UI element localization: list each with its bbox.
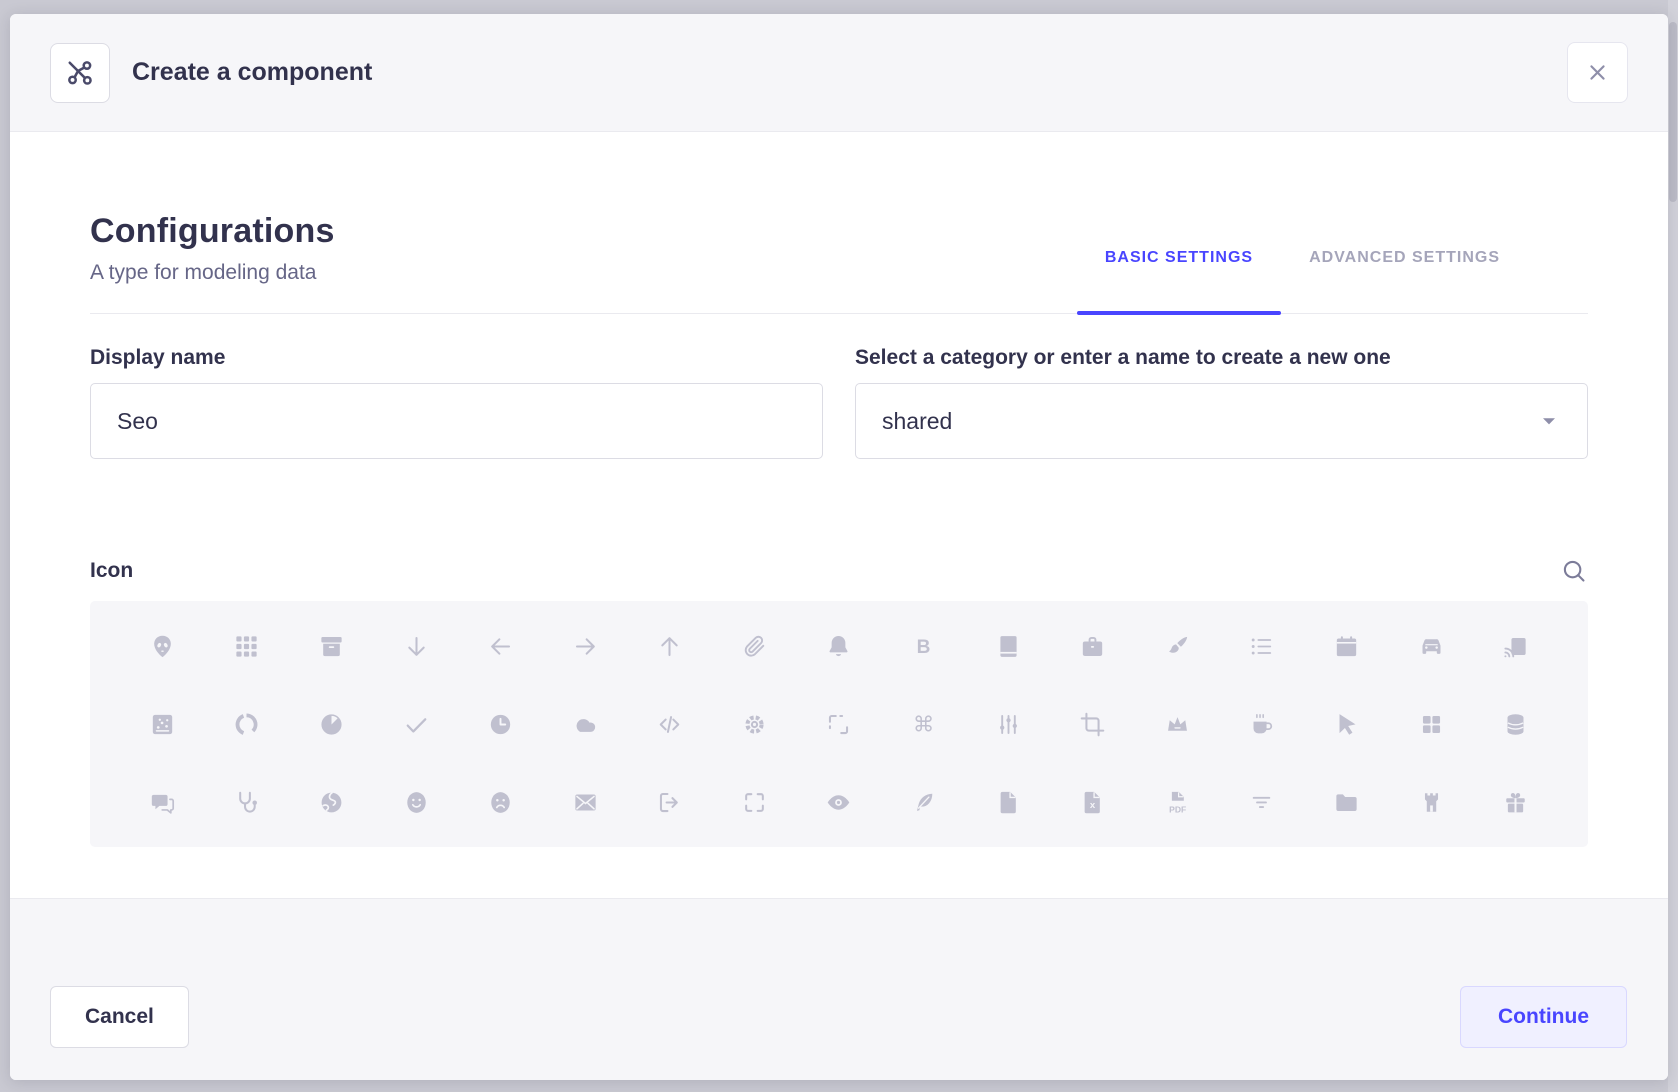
icon-option-cast[interactable]: [1495, 625, 1537, 667]
icon-option-folder[interactable]: [1326, 781, 1368, 823]
category-select[interactable]: shared: [855, 383, 1588, 459]
icon-option-gift[interactable]: [1495, 781, 1537, 823]
tab-advanced-settings[interactable]: ADVANCED SETTINGS: [1281, 249, 1528, 313]
icon-option-arrow-up[interactable]: [649, 625, 691, 667]
page-scrollbar-track[interactable]: [1668, 0, 1678, 1092]
icon-option-exit[interactable]: [649, 781, 691, 823]
section-head: Configurations A type for modeling data …: [90, 212, 1588, 315]
icon-option-bell[interactable]: [818, 625, 860, 667]
icon-option-code[interactable]: [649, 703, 691, 745]
page-scrollbar-thumb[interactable]: [1669, 22, 1677, 202]
icon-option-crown[interactable]: [1156, 703, 1198, 745]
icon-option-file-pdf[interactable]: PDF: [1156, 781, 1198, 823]
icon-option-emotion-unhappy[interactable]: [480, 781, 522, 823]
icon-option-apps[interactable]: [226, 625, 268, 667]
tab-basic-settings[interactable]: BASIC SETTINGS: [1076, 249, 1282, 315]
close-icon: [1584, 59, 1611, 86]
icon-option-clock[interactable]: [480, 703, 522, 745]
icon-option-arrow-left[interactable]: [480, 625, 522, 667]
form-row: Display name Select a category or enter …: [90, 346, 1588, 459]
icon-picker-head: Icon: [90, 557, 1588, 585]
icon-option-emotion-happy[interactable]: [395, 781, 437, 823]
category-label: Select a category or enter a name to cre…: [855, 346, 1391, 369]
icon-option-doctor[interactable]: [226, 781, 268, 823]
icon-option-arrow-right[interactable]: [564, 625, 606, 667]
svg-text:x: x: [1090, 800, 1096, 811]
icon-option-envelop[interactable]: [564, 781, 606, 823]
svg-text:⌘: ⌘: [913, 712, 934, 737]
icon-option-book[interactable]: [987, 625, 1029, 667]
close-button[interactable]: [1567, 42, 1628, 103]
page-title: Configurations: [90, 212, 335, 250]
icon-option-chart-bubble[interactable]: [141, 703, 183, 745]
page-subtitle: A type for modeling data: [90, 261, 317, 284]
icon-option-connector[interactable]: [818, 703, 860, 745]
icon-option-car[interactable]: [1410, 625, 1452, 667]
icon-option-file[interactable]: [987, 781, 1029, 823]
icon-option-command[interactable]: ⌘: [903, 703, 945, 745]
icon-option-file-error[interactable]: x: [1072, 781, 1114, 823]
cancel-button[interactable]: Cancel: [50, 986, 189, 1048]
icon-option-cloud[interactable]: [564, 703, 606, 745]
icon-label: Icon: [90, 559, 134, 582]
icon-option-expand[interactable]: [733, 781, 775, 823]
create-component-modal: Create a component Configurations A type…: [10, 14, 1668, 1080]
svg-text:PDF: PDF: [1169, 804, 1186, 814]
modal-title: Create a component: [132, 58, 373, 86]
icon-option-attachment[interactable]: [733, 625, 775, 667]
component-icon: [50, 42, 110, 103]
settings-tabs: BASIC SETTINGS ADVANCED SETTINGS: [1076, 249, 1528, 315]
icon-option-filter[interactable]: [1241, 781, 1283, 823]
icon-option-crop[interactable]: [1072, 703, 1114, 745]
icon-option-dashboard[interactable]: [1410, 703, 1452, 745]
icon-option-cursor[interactable]: [1326, 703, 1368, 745]
svg-text:B: B: [917, 636, 931, 657]
chevron-down-icon: [1537, 409, 1561, 433]
icon-option-feather[interactable]: [903, 781, 945, 823]
category-field-group: Select a category or enter a name to cre…: [855, 346, 1588, 459]
icon-option-briefcase[interactable]: [1072, 625, 1114, 667]
section-titles: Configurations A type for modeling data: [90, 212, 335, 313]
icon-option-earth[interactable]: [310, 781, 352, 823]
display-name-field-group: Display name: [90, 346, 823, 459]
icon-option-bold[interactable]: B: [903, 625, 945, 667]
icon-option-cup[interactable]: [1241, 703, 1283, 745]
icon-search-button[interactable]: [1560, 557, 1588, 585]
search-icon: [1560, 557, 1588, 585]
display-name-input[interactable]: [90, 383, 823, 459]
icon-option-gate[interactable]: [1410, 781, 1452, 823]
icon-option-check[interactable]: [395, 703, 437, 745]
continue-button[interactable]: Continue: [1460, 986, 1627, 1048]
modal-body: Configurations A type for modeling data …: [10, 132, 1668, 898]
icon-option-calendar[interactable]: [1326, 625, 1368, 667]
icon-option-bullet-list[interactable]: [1241, 625, 1283, 667]
icon-option-arrow-down[interactable]: [395, 625, 437, 667]
icon-option-cog[interactable]: [733, 703, 775, 745]
icon-option-discuss[interactable]: [141, 781, 183, 823]
icon-option-chart-circle[interactable]: [226, 703, 268, 745]
modal-footer: Cancel Continue: [10, 898, 1668, 1080]
icon-option-alien[interactable]: [141, 625, 183, 667]
modal-header: Create a component: [10, 14, 1668, 132]
icon-option-archive[interactable]: [310, 625, 352, 667]
display-name-label: Display name: [90, 346, 226, 369]
icon-option-brush[interactable]: [1156, 625, 1198, 667]
icon-option-sliders[interactable]: [987, 703, 1029, 745]
icon-option-database[interactable]: [1495, 703, 1537, 745]
icon-option-chart-pie[interactable]: [310, 703, 352, 745]
category-selected-value: shared: [882, 407, 953, 434]
icon-option-eye[interactable]: [818, 781, 860, 823]
icon-grid: B ⌘ x PDF: [90, 601, 1588, 847]
